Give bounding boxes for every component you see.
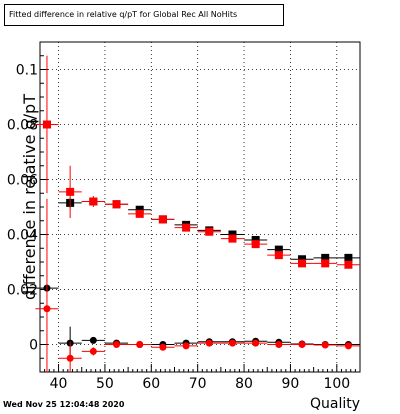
- data-point-square: [321, 253, 330, 262]
- data-point-square: [274, 251, 283, 260]
- chart-title: Fitted difference in relative q/pT for G…: [4, 4, 284, 26]
- x-tick-label: 50: [96, 376, 114, 392]
- data-point-square: [228, 230, 237, 239]
- data-point-square: [135, 205, 144, 214]
- y-axis-label: difference in relative q/pT: [20, 94, 39, 300]
- data-point-circle: [89, 347, 97, 355]
- data-point-circle: [182, 342, 190, 350]
- data-point-square: [205, 227, 214, 236]
- data-point-square: [182, 223, 191, 232]
- y-axis-label-box: difference in relative q/pT: [4, 60, 39, 300]
- data-point-square: [251, 236, 260, 244]
- data-point-circle: [321, 341, 329, 349]
- data-point-circle: [113, 341, 121, 348]
- x-tick-label: 80: [235, 376, 253, 392]
- data-point-circle: [205, 339, 213, 347]
- data-point-square: [298, 259, 307, 268]
- data-point-square: [344, 253, 353, 262]
- data-point-circle: [252, 339, 260, 347]
- data-point-circle: [89, 336, 97, 344]
- data-points: [35, 55, 360, 372]
- x-tick-label: 60: [142, 376, 160, 392]
- data-point-circle: [159, 343, 167, 351]
- y-tick-label: 0.04: [7, 228, 38, 244]
- data-point-circle: [228, 339, 236, 347]
- data-point-square: [89, 197, 98, 206]
- data-point-square: [321, 259, 330, 268]
- data-point-square: [274, 245, 283, 254]
- timestamp: Wed Nov 25 12:04:48 2020: [3, 400, 125, 409]
- data-point-circle: [344, 342, 352, 350]
- x-tick-label: 90: [282, 376, 300, 392]
- x-tick-label: 100: [323, 376, 350, 392]
- data-point-circle: [66, 354, 74, 362]
- grid-lines: [40, 42, 360, 372]
- x-tick-label: 70: [189, 376, 207, 392]
- x-tick-label: 40: [50, 376, 68, 392]
- data-point-square: [66, 187, 75, 196]
- data-point-circle: [43, 305, 51, 313]
- x-axis: 40 50 60 70 80 90 100: [39, 364, 361, 392]
- data-point-square: [228, 234, 237, 243]
- data-point-square: [298, 255, 307, 264]
- data-point-square: [135, 209, 144, 218]
- data-point-square: [344, 260, 353, 269]
- x-axis-label: Quality: [309, 396, 360, 412]
- y-tick-label: 0.06: [7, 173, 38, 189]
- y-tick-label: 0.02: [7, 283, 38, 299]
- y-tick-label: 0.1: [16, 63, 38, 79]
- plot-frame: [39, 41, 361, 373]
- data-point-circle: [136, 341, 144, 348]
- y-axis: 0 0.02 0.04 0.06 0.08 0.1: [7, 41, 48, 373]
- data-point-square: [42, 120, 51, 129]
- y-tick-label: 0.08: [7, 118, 38, 134]
- data-point-circle: [275, 341, 283, 348]
- data-point-square: [112, 200, 121, 209]
- data-point-circle: [298, 341, 306, 348]
- y-tick-label: 0: [29, 338, 38, 354]
- data-point-square: [251, 240, 260, 249]
- data-point-square: [158, 215, 167, 224]
